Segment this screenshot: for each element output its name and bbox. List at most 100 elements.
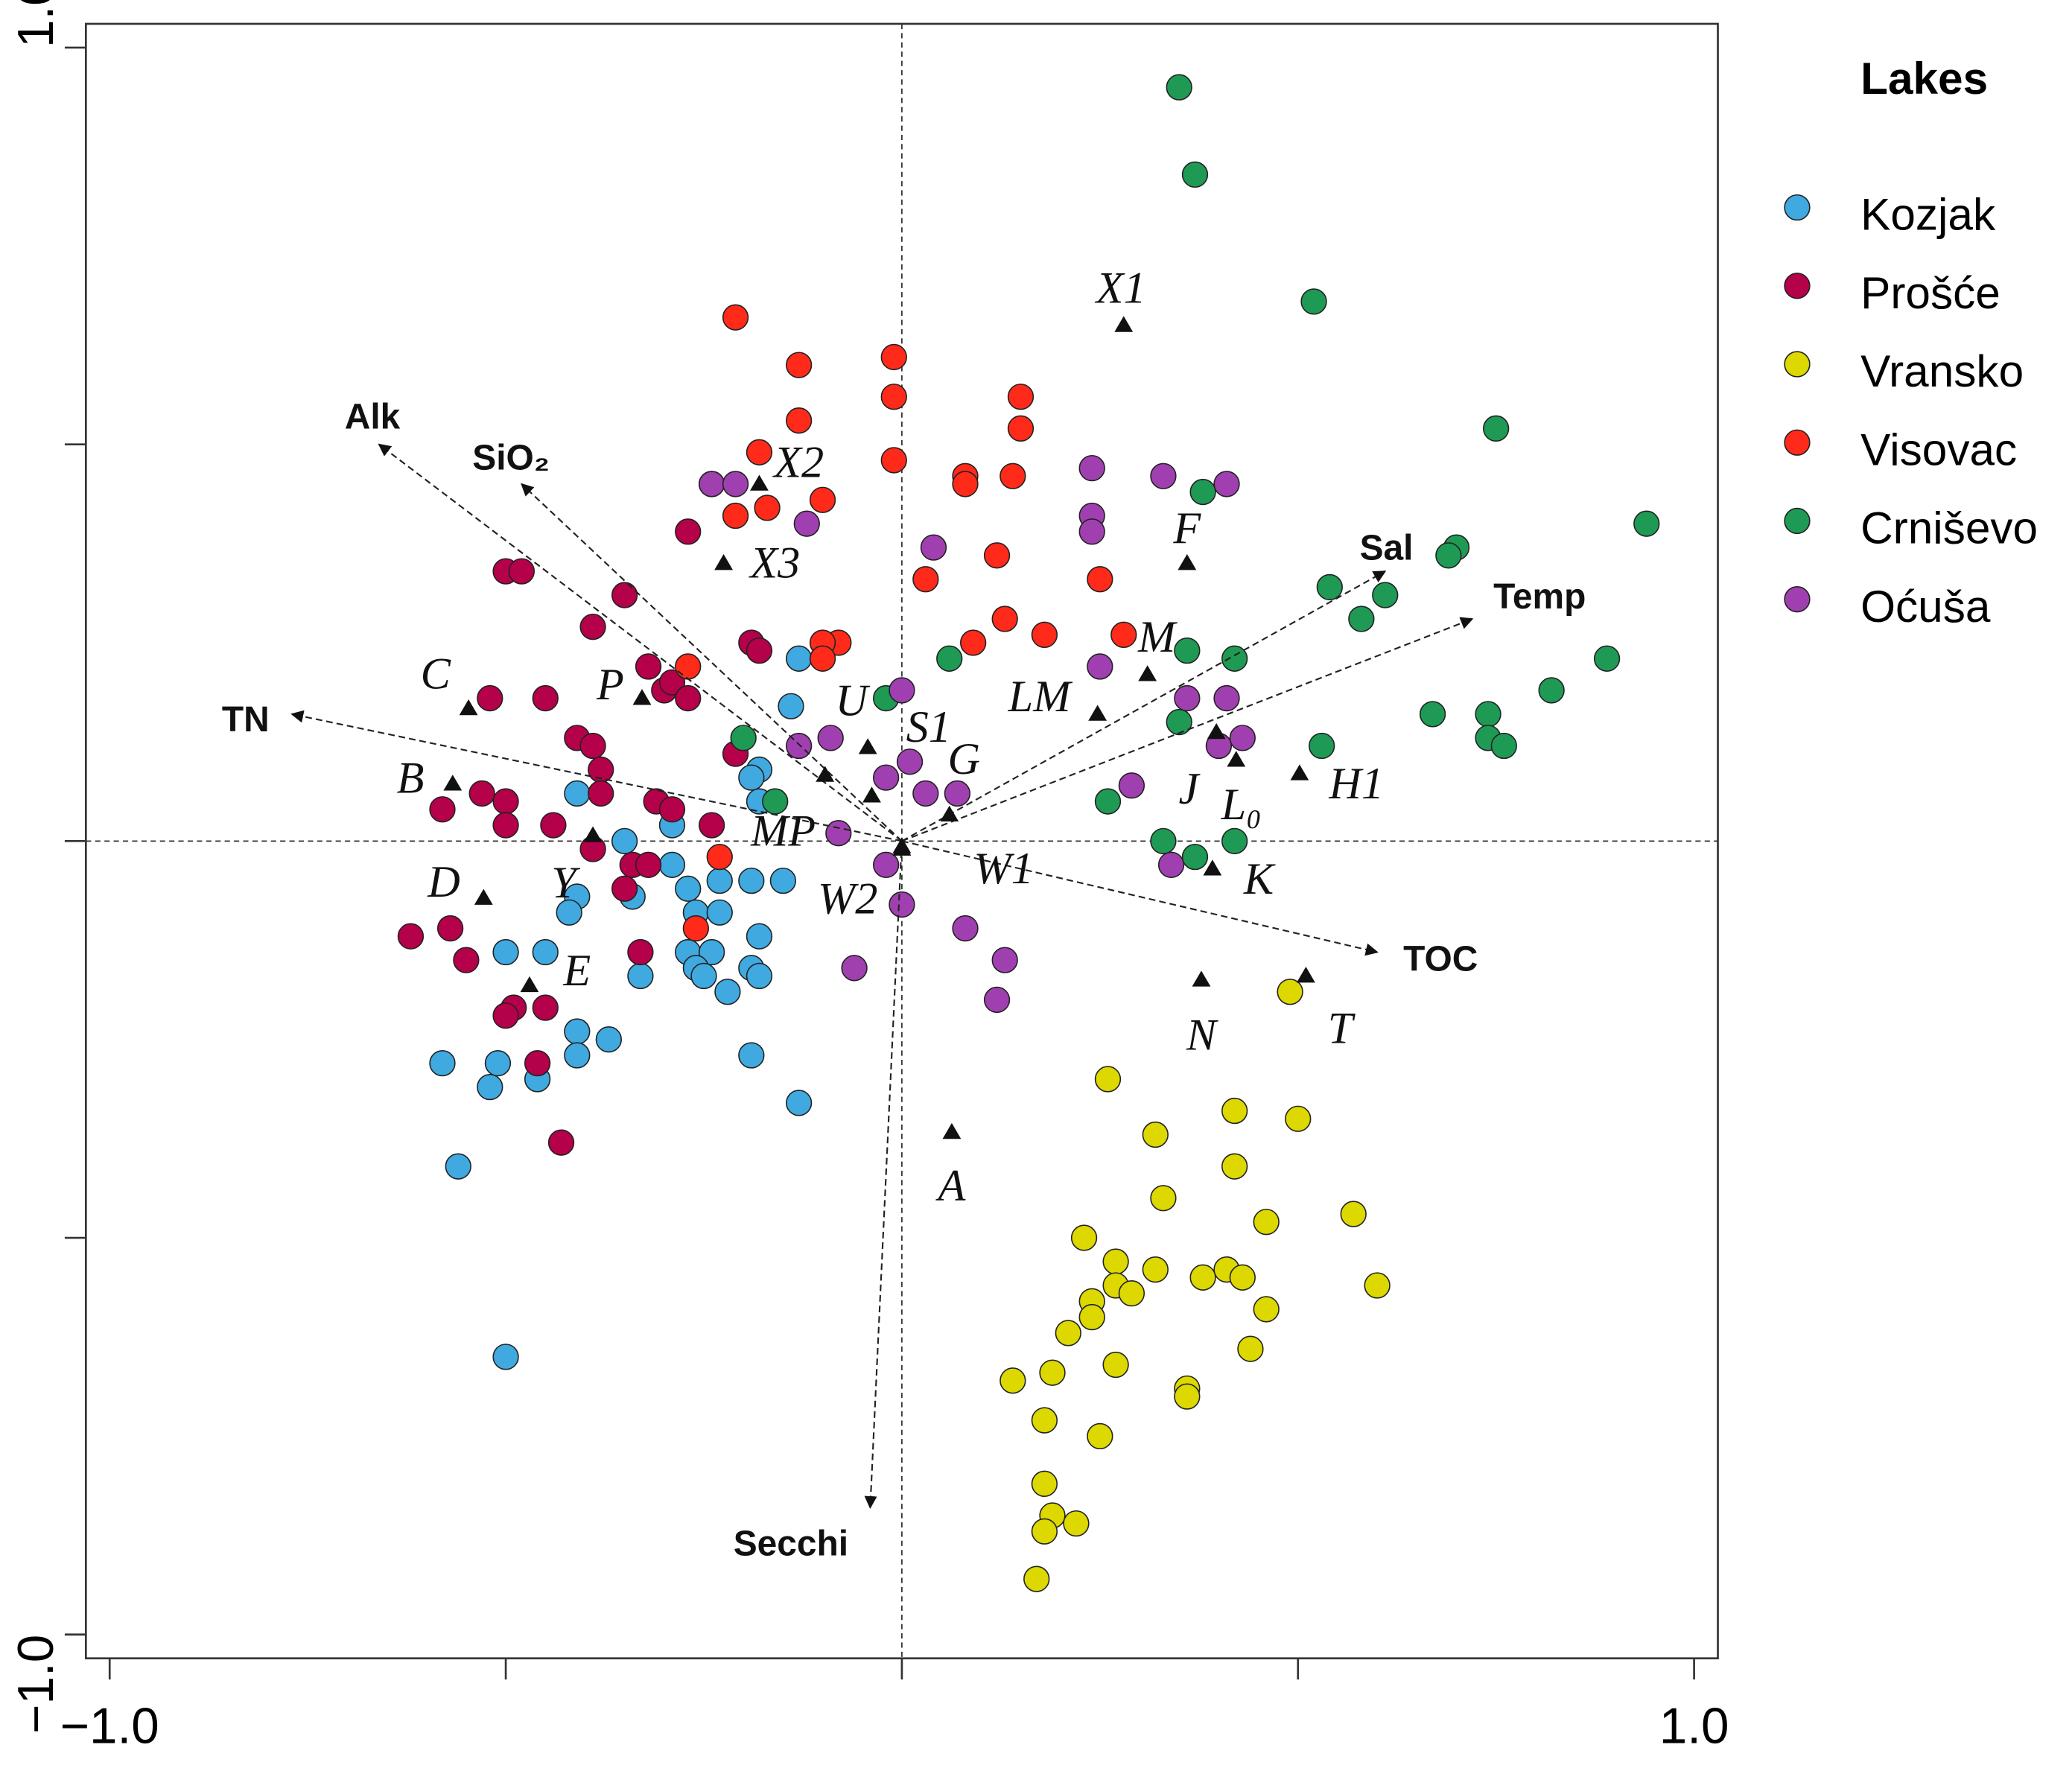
site-label: L₀ (1221, 780, 1262, 830)
sample-point (675, 684, 702, 712)
env-vector (378, 443, 903, 842)
env-vector-label: Temp (1493, 577, 1586, 617)
sample-point (983, 542, 1011, 569)
sample-point (1039, 1359, 1066, 1386)
sample-point (556, 899, 582, 926)
sample-point (920, 534, 947, 561)
x-tick-label: −1.0 (60, 1698, 159, 1754)
env-vector-label: TN (222, 700, 270, 740)
sample-point (872, 851, 900, 878)
sample-point (880, 384, 907, 410)
site-label: LM (1008, 672, 1074, 722)
sample-point (722, 304, 749, 331)
sample-point (1490, 732, 1517, 760)
site-marker (714, 554, 734, 570)
sample-point (746, 637, 773, 664)
sample-point (595, 1026, 623, 1053)
site-label: X2 (772, 438, 824, 488)
sample-point (1348, 605, 1375, 632)
sample-point (952, 471, 979, 497)
env-vector-label: SiO₂ (472, 439, 550, 478)
sample-point (635, 851, 662, 878)
sample-point (1213, 471, 1240, 497)
sample-point (944, 780, 971, 807)
sample-point (746, 923, 773, 950)
sample-point (627, 938, 654, 966)
legend-title: Lakes (1860, 53, 1988, 104)
sample-point (746, 439, 773, 465)
sample-point (722, 471, 749, 497)
sample-point (492, 938, 519, 966)
sample-point (453, 947, 480, 973)
sample-point (936, 645, 963, 672)
sample-point (706, 899, 733, 926)
sample-point (730, 725, 757, 751)
sample-point (746, 962, 773, 990)
sample-point (1078, 518, 1105, 545)
sample-point (1055, 1320, 1081, 1347)
sample-point (1063, 1510, 1090, 1537)
legend-label: Visovac (1860, 424, 2017, 474)
sample-point (785, 1090, 813, 1116)
sample-point (738, 867, 765, 894)
sample-point (872, 764, 900, 791)
sample-point (1102, 1351, 1129, 1379)
sample-point (1142, 1121, 1169, 1148)
sample-point (1189, 1264, 1216, 1291)
env-vector-label: Alk (345, 398, 401, 437)
env-vector (901, 840, 1379, 956)
sample-point (1007, 384, 1035, 410)
sample-point (1181, 161, 1209, 188)
sample-point (817, 725, 844, 751)
sample-point (611, 827, 638, 854)
sample-point (706, 843, 733, 871)
sample-point (1000, 462, 1026, 489)
sample-point (1166, 74, 1192, 101)
legend-marker (1784, 429, 1811, 456)
sample-point (952, 915, 979, 942)
sample-point (754, 495, 781, 521)
sample-point (532, 938, 559, 966)
sample-point (706, 867, 733, 894)
sample-point (524, 1050, 551, 1077)
site-label: MP (750, 807, 816, 856)
sample-point (1087, 653, 1113, 680)
site-marker (1192, 970, 1211, 987)
sample-point (492, 788, 519, 815)
site-marker (892, 839, 912, 856)
sample-point (896, 748, 924, 775)
sample-point (991, 605, 1018, 632)
sample-point (477, 1073, 503, 1101)
sample-point (1221, 827, 1248, 854)
sample-point (1031, 1470, 1058, 1497)
sample-point (564, 1042, 591, 1069)
env-vector (521, 483, 903, 842)
site-marker (1203, 859, 1222, 876)
site-marker (942, 1122, 962, 1139)
site-label: N (1186, 1010, 1219, 1060)
sample-point (627, 962, 654, 990)
sample-point (658, 851, 686, 878)
site-label: F (1172, 503, 1201, 553)
sample-point (1174, 1383, 1201, 1410)
site-label: A (935, 1161, 967, 1211)
sample-point (1078, 454, 1105, 482)
sample-point (1094, 788, 1122, 815)
sample-point (1166, 708, 1192, 736)
sample-point (1031, 1407, 1058, 1434)
site-label: U (835, 676, 870, 726)
x-tick-label: 1.0 (1659, 1698, 1729, 1754)
site-label: G (947, 734, 980, 784)
sample-point (1237, 1335, 1264, 1362)
sample-point (1142, 1256, 1169, 1283)
site-label: D (427, 857, 460, 907)
sample-point (1229, 725, 1256, 751)
legend-marker (1784, 351, 1811, 378)
y-tick-label: 1.0 (8, 0, 64, 48)
site-marker (1178, 554, 1197, 570)
sample-point (484, 1050, 512, 1077)
site-marker (1290, 764, 1309, 781)
sample-point (675, 653, 702, 680)
sample-point (1475, 701, 1501, 728)
